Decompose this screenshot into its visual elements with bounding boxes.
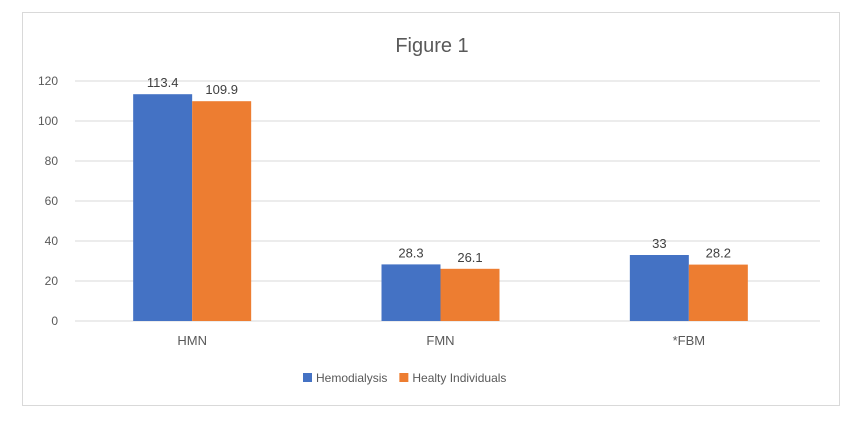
data-label: 113.4 xyxy=(147,75,179,90)
bar-hemodialysis-hmn xyxy=(133,94,193,321)
y-tick-label: 20 xyxy=(45,274,59,288)
data-label: 28.2 xyxy=(706,246,731,261)
y-tick-label: 80 xyxy=(45,154,59,168)
bars: 113.4 109.9 28.3 26.1 33 28.2 xyxy=(133,75,748,321)
y-tick-label: 40 xyxy=(45,234,59,248)
bar-hemodialysis-fbm xyxy=(629,255,689,321)
bar-hemodialysis-fmn xyxy=(381,264,441,321)
y-tick-label: 100 xyxy=(38,114,58,128)
legend-swatch xyxy=(303,373,312,382)
bar-healty-individuals-hmn xyxy=(192,101,252,321)
x-tick-label: *FBM xyxy=(673,333,706,348)
data-label: 26.1 xyxy=(457,250,482,265)
data-label: 33 xyxy=(652,236,666,251)
data-label: 109.9 xyxy=(205,82,238,97)
legend: Hemodialysis Healty Individuals xyxy=(303,371,506,385)
legend-label: Healty Individuals xyxy=(412,371,506,385)
y-tick-label: 60 xyxy=(45,194,59,208)
x-tick-label: FMN xyxy=(426,333,454,348)
chart-title: Figure 1 xyxy=(395,35,468,57)
bar-healty-individuals-fmn xyxy=(440,268,500,321)
y-tick-label: 0 xyxy=(51,314,58,328)
data-label: 28.3 xyxy=(398,245,423,260)
bar-healty-individuals-fbm xyxy=(688,264,748,321)
y-tick-label: 120 xyxy=(38,74,58,88)
y-axis: 0 20 40 60 80 100 120 xyxy=(38,74,58,328)
legend-label: Hemodialysis xyxy=(316,371,387,385)
x-tick-label: HMN xyxy=(177,333,207,348)
x-axis: HMN FMN *FBM xyxy=(177,333,705,348)
legend-swatch xyxy=(399,373,409,382)
